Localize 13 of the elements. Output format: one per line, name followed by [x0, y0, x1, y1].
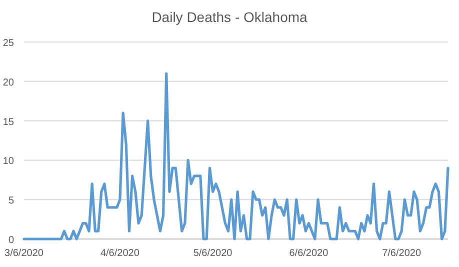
- y-tick-label: 15: [2, 116, 14, 128]
- y-tick-label: 10: [2, 156, 14, 168]
- x-tick-label: 5/6/2020: [193, 248, 233, 259]
- y-tick-label: 5: [8, 196, 14, 207]
- line-series: [22, 72, 450, 240]
- chart-title: Daily Deaths - Oklahoma: [152, 9, 308, 25]
- y-tick-label: 0: [8, 235, 14, 246]
- x-tick-label: 4/6/2020: [100, 248, 140, 259]
- y-tick-label: 20: [2, 77, 14, 88]
- y-tick-label: 25: [2, 38, 14, 49]
- x-tick-label: 6/6/2020: [289, 248, 329, 259]
- x-tick-label: 3/6/2020: [4, 248, 44, 259]
- x-tick-label: 7/6/2020: [382, 248, 422, 259]
